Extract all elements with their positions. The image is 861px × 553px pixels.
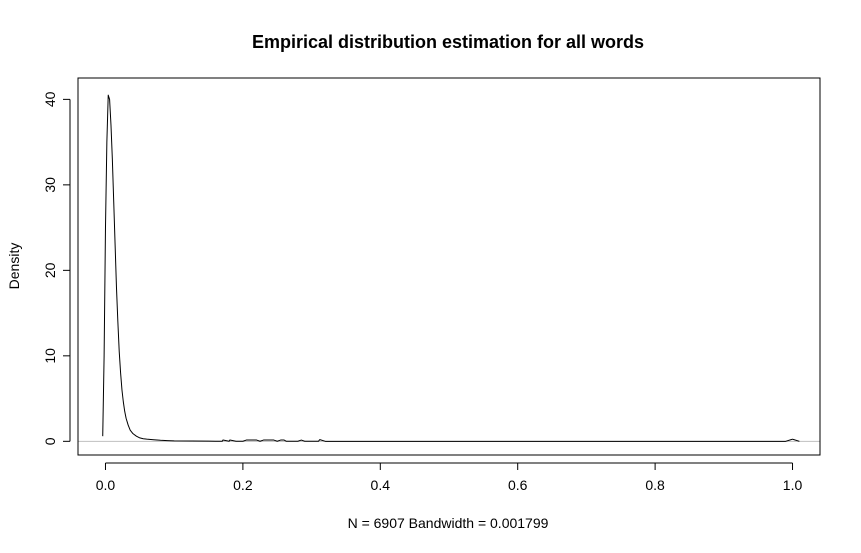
- y-axis: 0 10 20 30 40: [42, 91, 71, 445]
- x-tick-label: 0.4: [371, 477, 391, 493]
- y-tick-label: 20: [42, 262, 58, 278]
- x-axis-label: N = 6907 Bandwidth = 0.001799: [348, 515, 549, 531]
- x-tick-label: 0.2: [233, 477, 253, 493]
- y-tick-label: 0: [42, 437, 58, 445]
- series-layer: [102, 94, 800, 442]
- x-tick-label: 0.0: [96, 477, 116, 493]
- chart-title: Empirical distribution estimation for al…: [252, 32, 644, 52]
- x-tick-label: 0.6: [508, 477, 528, 493]
- plot-frame: [77, 77, 821, 456]
- x-axis: 0.0 0.2 0.4 0.6 0.8 1.0: [96, 462, 803, 493]
- density-line-series-0: [102, 94, 800, 442]
- y-axis-label: Density: [6, 243, 22, 290]
- y-tick-label: 10: [42, 348, 58, 364]
- x-tick-label: 0.8: [645, 477, 665, 493]
- y-tick-label: 30: [42, 177, 58, 193]
- x-tick-label: 1.0: [783, 477, 803, 493]
- y-tick-label: 40: [42, 91, 58, 107]
